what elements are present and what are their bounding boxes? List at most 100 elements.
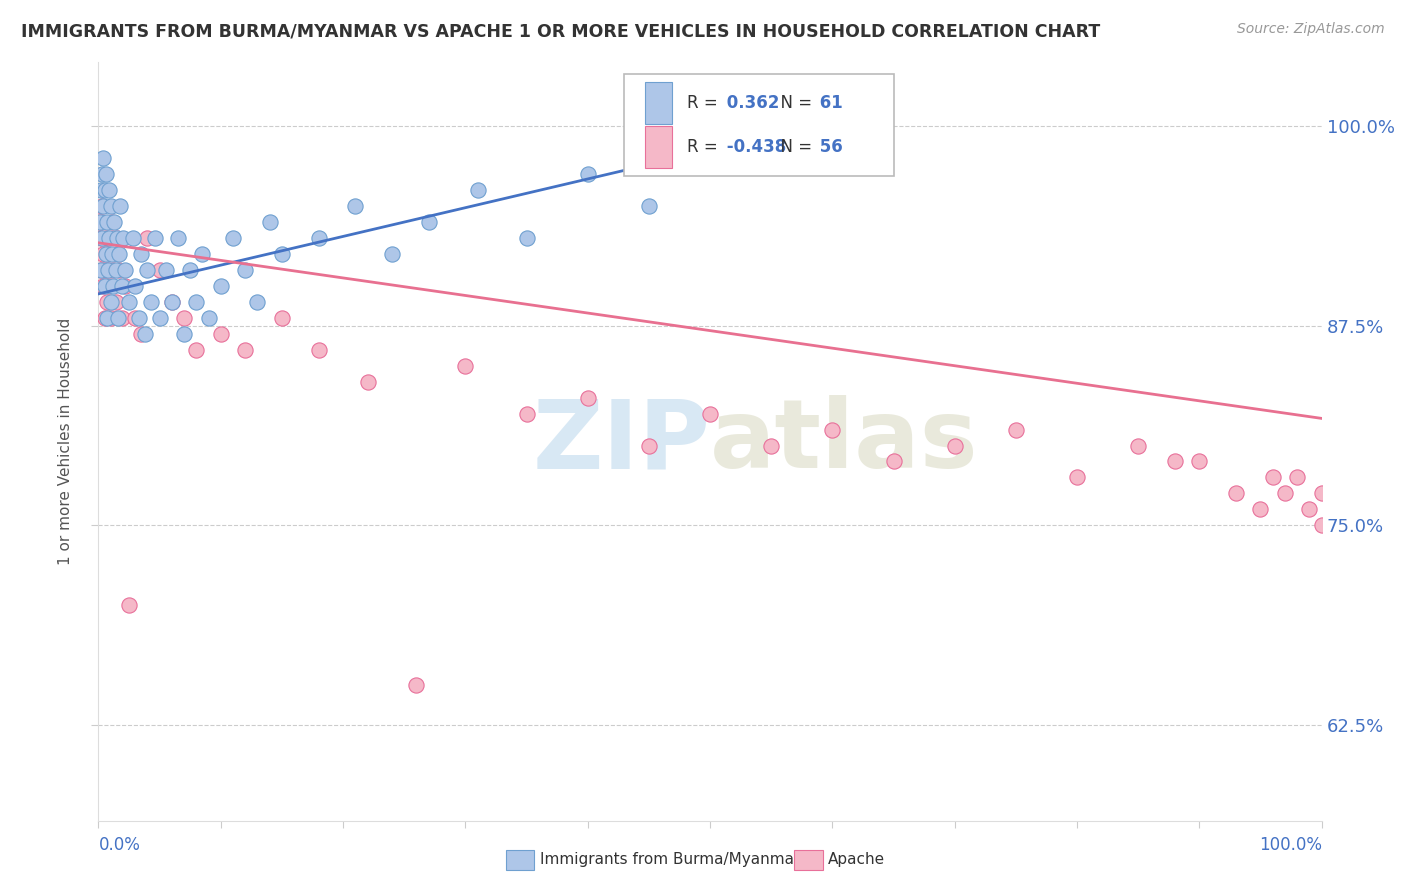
Point <box>637 199 661 213</box>
Point <box>1261 470 1284 484</box>
Point <box>1066 470 1088 484</box>
Point <box>515 231 537 245</box>
Point <box>121 231 143 245</box>
Point <box>100 294 122 309</box>
Point <box>167 231 190 245</box>
Point <box>186 343 208 357</box>
Text: ZIP: ZIP <box>531 395 710 488</box>
Point <box>1188 454 1211 468</box>
Point <box>136 231 159 245</box>
Y-axis label: 1 or more Vehicles in Household: 1 or more Vehicles in Household <box>58 318 73 566</box>
Point <box>1164 454 1187 468</box>
Point <box>98 231 121 245</box>
Point <box>143 231 166 245</box>
Point <box>233 263 256 277</box>
Point <box>108 263 131 277</box>
Point <box>111 310 134 325</box>
Point <box>96 215 118 229</box>
Point <box>101 247 124 261</box>
Point <box>93 279 115 293</box>
Point <box>94 231 117 245</box>
Point <box>104 263 127 277</box>
Point <box>1128 438 1150 452</box>
Point <box>454 359 477 373</box>
Point <box>821 423 844 437</box>
Point <box>98 183 121 197</box>
Point <box>761 438 783 452</box>
Point <box>134 326 156 341</box>
Text: 0.0%: 0.0% <box>98 836 141 854</box>
Point <box>1310 486 1333 500</box>
Point <box>883 454 905 468</box>
Text: -0.438: -0.438 <box>721 137 786 156</box>
Point <box>515 407 537 421</box>
Point <box>94 263 117 277</box>
Bar <box>645 82 672 124</box>
Point <box>93 183 115 197</box>
Point <box>155 263 177 277</box>
Text: 100.0%: 100.0% <box>1258 836 1322 854</box>
Point <box>124 310 146 325</box>
Point <box>97 247 120 261</box>
Point <box>160 294 183 309</box>
Point <box>197 310 219 325</box>
Point <box>94 167 117 181</box>
Point <box>105 231 128 245</box>
Point <box>114 279 136 293</box>
Text: atlas: atlas <box>710 395 979 488</box>
Point <box>149 310 172 325</box>
Text: N =: N = <box>770 95 817 112</box>
Point <box>97 263 120 277</box>
Point <box>576 167 599 181</box>
Text: IMMIGRANTS FROM BURMA/MYANMAR VS APACHE 1 OR MORE VEHICLES IN HOUSEHOLD CORRELAT: IMMIGRANTS FROM BURMA/MYANMAR VS APACHE … <box>21 22 1101 40</box>
Point <box>101 263 124 277</box>
Text: Immigrants from Burma/Myanmar: Immigrants from Burma/Myanmar <box>540 853 800 867</box>
Point <box>90 263 112 277</box>
Point <box>89 215 111 229</box>
Point <box>139 294 162 309</box>
Point <box>96 310 118 325</box>
Point <box>699 407 721 421</box>
Point <box>1004 423 1026 437</box>
Text: 0.362: 0.362 <box>721 95 779 112</box>
Point <box>124 279 146 293</box>
Point <box>259 215 281 229</box>
Point <box>173 310 195 325</box>
Text: R =: R = <box>686 137 723 156</box>
Point <box>209 279 232 293</box>
Point <box>91 151 114 165</box>
Point <box>1249 502 1271 516</box>
Point <box>91 247 114 261</box>
Point <box>1286 470 1309 484</box>
Point <box>418 215 440 229</box>
Bar <box>645 126 672 168</box>
Point <box>149 263 172 277</box>
Point <box>381 247 404 261</box>
Point <box>91 231 114 245</box>
Point <box>270 247 294 261</box>
Text: 56: 56 <box>814 137 842 156</box>
Point <box>118 294 141 309</box>
Text: Apache: Apache <box>828 853 886 867</box>
Point <box>270 310 294 325</box>
Point <box>246 294 269 309</box>
Point <box>104 294 127 309</box>
Point <box>100 310 122 325</box>
Point <box>89 215 111 229</box>
Point <box>96 294 118 309</box>
Point <box>90 183 112 197</box>
Point <box>110 199 132 213</box>
Point <box>93 310 115 325</box>
Point <box>128 310 150 325</box>
Point <box>94 247 117 261</box>
Point <box>179 263 201 277</box>
Point <box>100 199 122 213</box>
Point <box>91 279 114 293</box>
Point <box>98 279 121 293</box>
Point <box>129 247 152 261</box>
Point <box>1225 486 1247 500</box>
Text: Source: ZipAtlas.com: Source: ZipAtlas.com <box>1237 22 1385 37</box>
Point <box>129 326 152 341</box>
Point <box>344 199 367 213</box>
Point <box>576 391 599 405</box>
